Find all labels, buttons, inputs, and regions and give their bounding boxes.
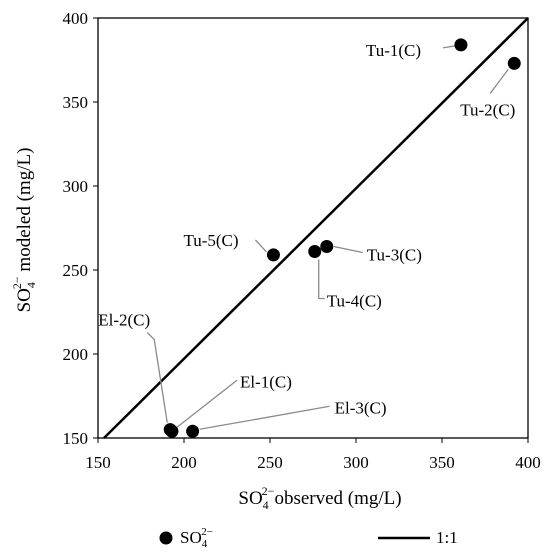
- leader-line-el-2c: [146, 332, 168, 423]
- legend-label-so4: SO42−: [180, 526, 213, 550]
- point-label-tu-4c: Tu-4(C): [327, 292, 382, 311]
- point-label-tu-1c: Tu-1(C): [366, 41, 421, 60]
- point-label-tu-2c: Tu-2(C): [460, 100, 515, 119]
- leader-line-tu-5c: [254, 239, 267, 253]
- point-label-el-2c: El-2(C): [98, 311, 150, 330]
- leader-line-tu-3c: [333, 245, 363, 254]
- y-tick-label: 300: [63, 177, 89, 196]
- data-point-tu-1c: [454, 38, 468, 52]
- x-tick-label: 400: [515, 453, 541, 472]
- y-tick-label: 200: [63, 345, 89, 364]
- data-points: [163, 38, 521, 438]
- point-label-el-3c: El-3(C): [335, 398, 387, 417]
- x-tick-label: 300: [343, 453, 369, 472]
- leader-line-el-1c: [176, 379, 238, 428]
- point-label-tu-3c: Tu-3(C): [367, 245, 422, 264]
- data-point-tu-3c: [320, 239, 334, 253]
- legend: SO42− 1:1: [159, 526, 458, 550]
- y-tick-label: 350: [63, 93, 89, 112]
- legend-marker-circle: [159, 531, 173, 545]
- x-tick-label: 350: [429, 453, 455, 472]
- leader-line-tu-4c: [318, 259, 325, 300]
- point-label-el-1c: El-1(C): [240, 372, 292, 391]
- data-point-tu-2c: [507, 56, 521, 70]
- y-axis-ticks: 150 200 250 300 350 400: [63, 9, 98, 448]
- x-axis-ticks: 150 200 250 300 350 400: [85, 438, 541, 472]
- label-leader-lines: [146, 45, 509, 430]
- y-tick-label: 400: [63, 9, 89, 28]
- plot-frame: [97, 17, 529, 439]
- data-point-tu-5c: [266, 248, 280, 262]
- point-labels: Tu-1(C) Tu-2(C) Tu-3(C) Tu-4(C) Tu-5(C) El-1(…: [98, 41, 515, 417]
- x-tick-label: 200: [171, 453, 197, 472]
- x-axis-title: SO42−observed (mg/L): [238, 484, 401, 512]
- data-point-el-2c: [163, 423, 177, 437]
- data-point-el-3c: [186, 424, 200, 438]
- point-label-tu-5c: Tu-5(C): [183, 231, 238, 250]
- leader-line-tu-1c: [442, 45, 456, 49]
- x-tick-label: 150: [85, 453, 111, 472]
- y-tick-label: 150: [63, 429, 89, 448]
- one-to-one-reference-line: [103, 17, 529, 439]
- y-tick-label: 250: [63, 261, 89, 280]
- one-to-one-line: [103, 17, 529, 439]
- leader-line-el-3c: [199, 405, 330, 430]
- leader-line-tu-2c: [489, 68, 509, 94]
- y-axis-title: SO42− modeled (mg/L): [10, 148, 38, 313]
- x-tick-label: 250: [257, 453, 283, 472]
- legend-label-1-1: 1:1: [436, 528, 458, 547]
- data-point-tu-4c: [308, 245, 322, 259]
- plot-border: [97, 17, 529, 439]
